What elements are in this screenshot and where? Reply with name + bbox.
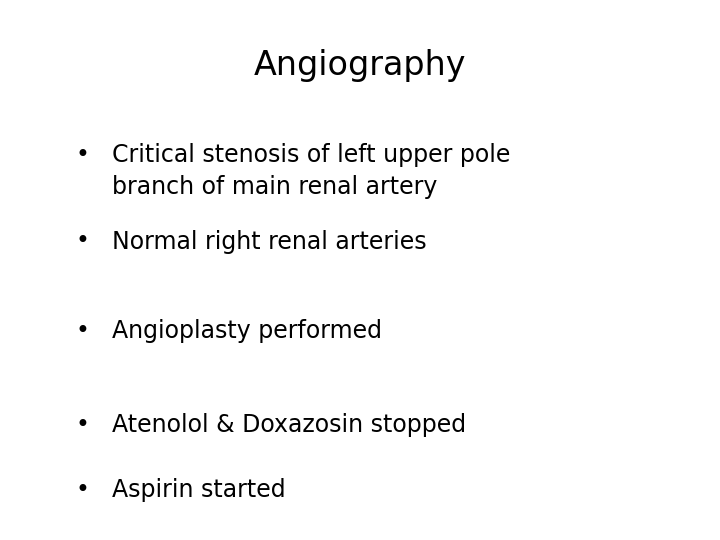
Text: Aspirin started: Aspirin started	[112, 478, 285, 502]
Text: •: •	[76, 413, 90, 437]
Text: •: •	[76, 478, 90, 502]
Text: •: •	[76, 143, 90, 167]
Text: Angiography: Angiography	[253, 49, 467, 82]
Text: •: •	[76, 319, 90, 342]
Text: Angioplasty performed: Angioplasty performed	[112, 319, 382, 342]
Text: Atenolol & Doxazosin stopped: Atenolol & Doxazosin stopped	[112, 413, 466, 437]
Text: Critical stenosis of left upper pole
branch of main renal artery: Critical stenosis of left upper pole bra…	[112, 143, 510, 199]
Text: •: •	[76, 230, 90, 253]
Text: Normal right renal arteries: Normal right renal arteries	[112, 230, 426, 253]
